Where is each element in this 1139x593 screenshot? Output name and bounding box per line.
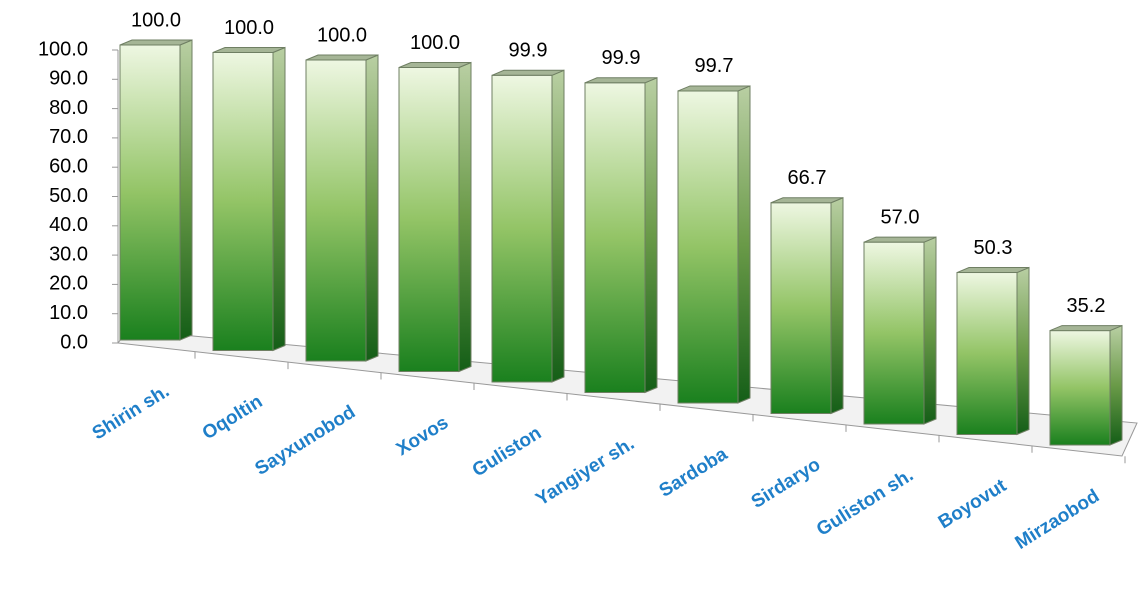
- y-tick-label: 40.0: [49, 214, 88, 236]
- x-tick-label: Sayxunobod: [251, 402, 359, 480]
- bar: [770, 196, 844, 415]
- bar: [1049, 324, 1123, 446]
- value-label: 100.0: [410, 32, 460, 54]
- bar-front: [212, 52, 274, 351]
- bar-front: [1049, 330, 1111, 446]
- bar-front: [863, 241, 925, 425]
- y-tick-label: 90.0: [49, 68, 88, 90]
- y-tick-label: 80.0: [49, 97, 88, 119]
- bar-side: [1109, 324, 1123, 446]
- bar-front: [584, 82, 646, 393]
- bar-front: [119, 44, 181, 341]
- x-tick-label: Sirdaryo: [748, 454, 825, 513]
- bar-side: [644, 77, 658, 394]
- x-tick-label: Xovos: [393, 412, 452, 460]
- y-tick-label: 50.0: [49, 185, 88, 207]
- x-tick-label: Boyovut: [935, 475, 1011, 533]
- bar: [956, 266, 1030, 436]
- value-label: 66.7: [788, 167, 827, 189]
- bar-top: [305, 54, 379, 61]
- bar: [677, 85, 751, 404]
- x-tick-label: Mirzaobod: [1012, 486, 1104, 554]
- bar-front: [677, 90, 739, 404]
- value-label: 99.7: [695, 55, 734, 77]
- bar-top: [770, 197, 844, 204]
- bar-top: [212, 47, 286, 53]
- bar-side: [179, 39, 193, 341]
- x-tick-label: Sardoba: [656, 443, 732, 501]
- y-tick-label: 10.0: [49, 302, 88, 324]
- value-label: 99.9: [602, 47, 641, 69]
- bar-top: [491, 69, 565, 76]
- y-tick-label: 100.0: [38, 38, 88, 60]
- x-tick-label: Guliston sh.: [813, 465, 917, 541]
- bar-side: [551, 69, 565, 383]
- bar-top: [119, 39, 193, 46]
- bar-top: [398, 62, 472, 68]
- y-tick-label: 30.0: [49, 243, 88, 265]
- bar-side: [458, 61, 472, 373]
- bar: [584, 77, 658, 394]
- bar-top: [863, 236, 937, 243]
- bar-side: [365, 54, 379, 362]
- x-tick-label: Yangiyer sh.: [532, 433, 638, 510]
- y-tick-label: 60.0: [49, 155, 88, 177]
- bar-top: [584, 77, 658, 84]
- x-tick-label: Oqoltin: [199, 391, 267, 444]
- bar-top: [677, 85, 751, 92]
- bar-front: [770, 202, 832, 414]
- bar-side: [272, 46, 286, 352]
- bar-front: [398, 67, 460, 372]
- value-label: 100.0: [317, 24, 367, 46]
- bar-front: [956, 272, 1018, 435]
- x-tick-label: Shirin sh.: [89, 381, 174, 445]
- bar: [305, 54, 379, 362]
- bar: [212, 46, 286, 352]
- bar-side: [1016, 266, 1030, 436]
- value-label: 57.0: [881, 206, 920, 228]
- bar-top: [956, 267, 1030, 274]
- value-label: 35.2: [1067, 295, 1106, 317]
- bar-front: [305, 59, 367, 362]
- value-label: 100.0: [224, 17, 274, 39]
- value-label: 99.9: [509, 40, 548, 62]
- bar-side: [830, 196, 844, 415]
- bar-front: [491, 74, 553, 383]
- bar: [398, 61, 472, 373]
- bar: [863, 236, 937, 425]
- value-label: 100.0: [131, 9, 181, 31]
- x-tick-label: Guliston: [469, 423, 545, 482]
- bar: [119, 39, 193, 341]
- bar-side: [923, 236, 937, 425]
- bar-top: [1049, 325, 1123, 332]
- bar: [491, 69, 565, 383]
- value-label: 50.3: [974, 237, 1013, 259]
- bar-side: [737, 85, 751, 404]
- y-tick-label: 70.0: [49, 126, 88, 148]
- y-tick-label: 20.0: [49, 273, 88, 295]
- y-tick-label: 0.0: [60, 331, 88, 353]
